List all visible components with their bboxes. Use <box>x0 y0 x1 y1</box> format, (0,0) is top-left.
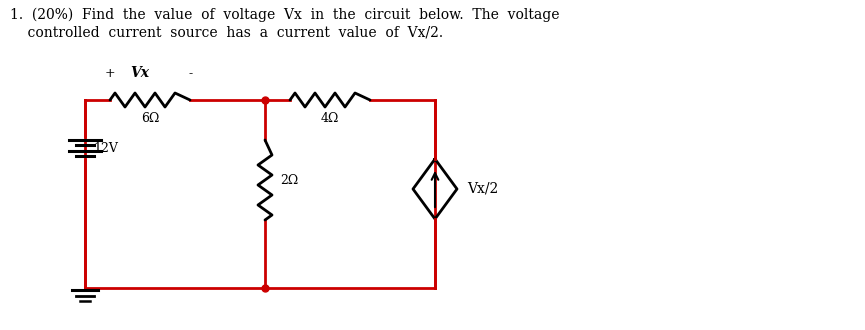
Text: 2Ω: 2Ω <box>280 174 298 186</box>
Text: controlled  current  source  has  a  current  value  of  Vx/2.: controlled current source has a current … <box>10 25 443 39</box>
Text: Vx/2: Vx/2 <box>467 182 498 196</box>
Text: 12V: 12V <box>93 142 118 154</box>
Text: -: - <box>189 67 193 80</box>
Text: Vx: Vx <box>131 66 150 80</box>
Text: 6Ω: 6Ω <box>141 112 159 125</box>
Text: +: + <box>105 67 115 80</box>
Text: 1.  (20%)  Find  the  value  of  voltage  Vx  in  the  circuit  below.  The  vol: 1. (20%) Find the value of voltage Vx in… <box>10 8 560 22</box>
Text: 4Ω: 4Ω <box>321 112 339 125</box>
